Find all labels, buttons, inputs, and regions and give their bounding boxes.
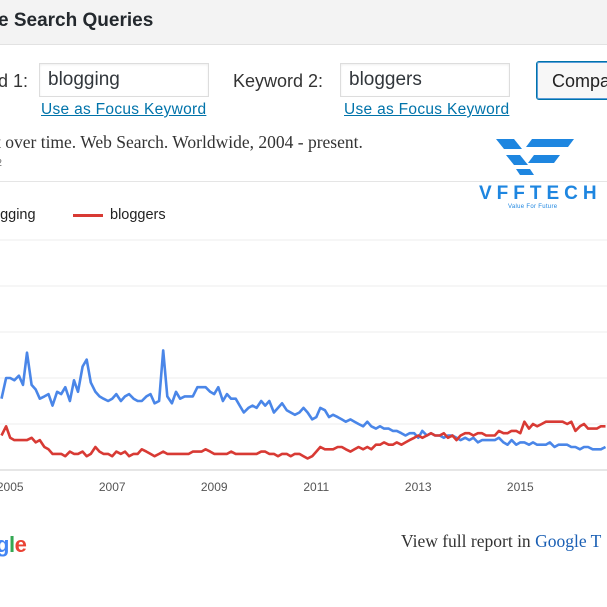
keyword-1-input[interactable] (39, 63, 209, 97)
google-trends-link[interactable]: Google T (535, 531, 602, 551)
trend-line-chart: 2005 2007 2009 2011 2013 2015 (0, 239, 607, 494)
logo (476, 135, 607, 215)
google-letter-g: g (0, 532, 9, 557)
full-report-text: View full report in Google T (401, 531, 601, 552)
keyword-2-label: Keyword 2: (233, 71, 324, 91)
legend-line-bloggers (73, 214, 103, 217)
chart-description: t over time. Web Search. Worldwide, 2004… (0, 132, 363, 152)
panel-header: e Search Queries (0, 0, 607, 45)
legend-blogging: ogging (0, 207, 36, 223)
x-tick-label: 2015 (507, 480, 534, 494)
logo-tagline: Value For Future (508, 204, 558, 210)
vfftech-logo-icon (496, 139, 574, 175)
full-report-prefix: View full report in (401, 531, 536, 551)
chart-description-extra: 2 (0, 158, 2, 169)
x-tick-label: 2007 (99, 480, 126, 494)
google-letter-l: l (8, 532, 15, 557)
series-line-bloggers (0, 420, 606, 460)
legend-bloggers: bloggers (110, 207, 166, 223)
x-tick-label: 2011 (303, 480, 329, 494)
logo-name: VFFTECH (479, 183, 602, 204)
compare-button[interactable]: Compare (536, 61, 607, 100)
series-line-blogging (0, 349, 607, 451)
x-tick-label: 2005 (0, 480, 24, 494)
keyword-2-focus-link[interactable]: Use as Focus Keyword (344, 101, 510, 118)
google-logo: gle (0, 532, 27, 558)
google-letter-e: e (14, 532, 27, 557)
x-tick-label: 2013 (405, 480, 432, 494)
keyword-1-label: d 1: (0, 71, 29, 91)
keyword-2-input[interactable] (340, 63, 510, 97)
chart-area (0, 181, 607, 502)
keyword-1-focus-link[interactable]: Use as Focus Keyword (41, 101, 207, 118)
panel-title: e Search Queries (0, 10, 154, 31)
x-tick-label: 2009 (201, 480, 228, 494)
